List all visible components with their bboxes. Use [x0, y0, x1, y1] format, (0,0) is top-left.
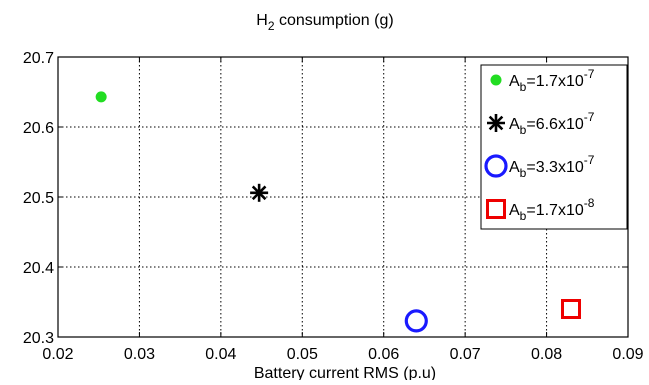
x-tick-label: 0.08: [531, 346, 562, 363]
x-tick-label: 0.03: [124, 346, 155, 363]
legend-label: Ab=1.7x10-8: [509, 196, 595, 223]
x-axis-label: Battery current RMS (p.u): [254, 365, 436, 380]
data-points: [95, 91, 581, 333]
y-tick-label: 20.5: [23, 190, 54, 207]
grid: [58, 57, 628, 337]
y-tick-label: 20.4: [23, 260, 54, 277]
x-tick-labels: 0.02 0.03 0.04 0.05 0.06 0.07 0.08 0.09: [42, 346, 643, 363]
legend-marker-square: [486, 199, 506, 219]
legend-label: Ab=6.6x10-7: [509, 110, 595, 137]
legend-marker-asterisk: [487, 114, 505, 132]
y-tick-labels: 20.3 20.4 20.5 20.6 20.7: [23, 50, 54, 347]
chart-title: H2 consumption (g): [256, 12, 393, 33]
x-tick-label: 0.05: [287, 346, 318, 363]
data-point-square: [561, 299, 581, 319]
legend-entry: Ab=1.7x10-7: [490, 67, 595, 94]
legend-entry: Ab=6.6x10-7: [487, 110, 595, 137]
legend-entry: Ab=3.3x10-7: [484, 153, 595, 180]
y-tick-label: 20.7: [23, 50, 54, 67]
legend-label: Ab=1.7x10-7: [509, 67, 595, 94]
legend-label: Ab=3.3x10-7: [509, 153, 595, 180]
data-point-circle: [404, 309, 428, 333]
y-tick-label: 20.3: [23, 330, 54, 347]
y-tick-label: 20.6: [23, 120, 54, 137]
axis-ticks: [57, 56, 629, 338]
x-tick-label: 0.04: [205, 346, 236, 363]
x-tick-label: 0.09: [612, 346, 643, 363]
asterisk-stroke: [488, 115, 504, 131]
legend-marker-dot: [490, 74, 502, 86]
x-tick-label: 0.06: [368, 346, 399, 363]
asterisk-stroke: [251, 185, 267, 201]
x-tick-label: 0.02: [42, 346, 73, 363]
legend-marker-circle: [484, 154, 508, 178]
legend-entry: Ab=1.7x10-8: [486, 196, 595, 223]
legend-items: Ab=1.7x10-7 Ab=6.6x10-7 Ab=3.3x10-7 Ab=1.7x…: [484, 67, 595, 223]
legend: Ab=1.7x10-7 Ab=6.6x10-7 Ab=3.3x10-7 Ab=1.7x…: [480, 64, 628, 230]
data-point-dot: [95, 91, 107, 103]
x-tick-label: 0.07: [450, 346, 481, 363]
legend-box: [480, 64, 628, 230]
data-point-asterisk: [250, 183, 269, 202]
